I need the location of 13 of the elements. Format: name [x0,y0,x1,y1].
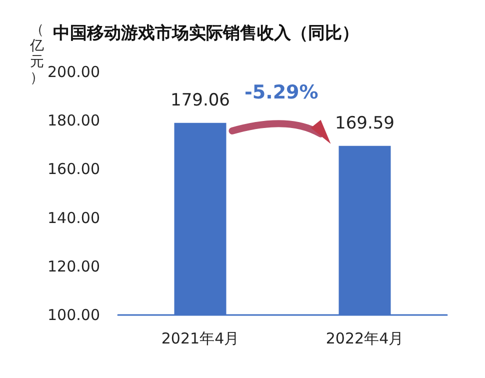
data-label: 169.59 [335,113,394,134]
x-tick-label: 2022年4月 [326,330,404,348]
annotation: -5.29% [244,81,318,104]
x-tick-label: 2021年4月 [161,330,240,348]
y-tick-label: 140.00 [48,208,100,227]
y-tick-label: 160.00 [48,160,100,178]
y-tick-label: 180.00 [48,112,100,130]
y-tick-label: 120.00 [48,257,100,276]
chart-title: 中国移动游戏市场实际销售收入（同比） [53,24,359,44]
data-label: 179.06 [170,90,230,110]
y-tick-label: 200.00 [48,63,100,81]
y-axis-title: （亿元） [29,22,45,86]
y-tick-label: 100.00 [48,306,100,324]
